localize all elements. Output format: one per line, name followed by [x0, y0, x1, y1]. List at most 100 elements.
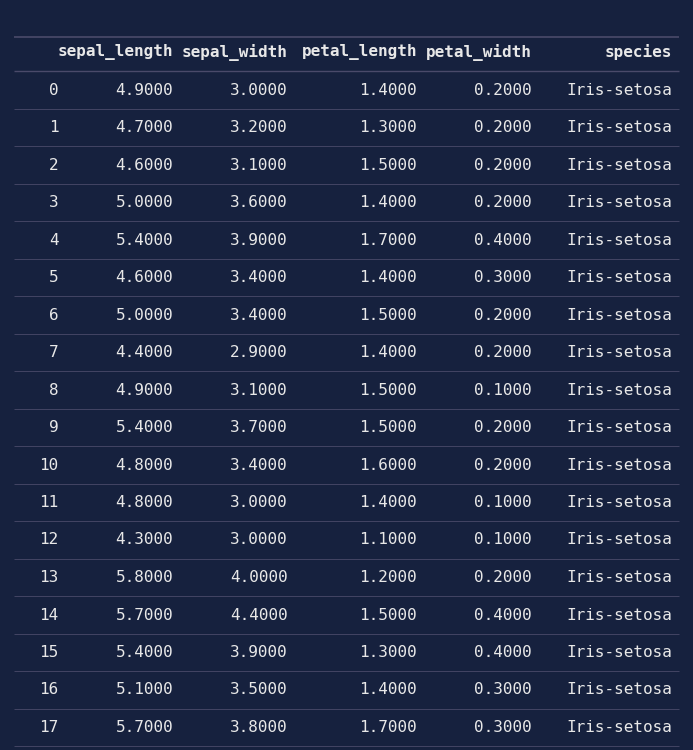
Text: Iris-setosa: Iris-setosa	[566, 232, 672, 248]
Text: 3.1000: 3.1000	[230, 158, 288, 172]
Text: species: species	[605, 44, 672, 61]
Text: 5.7000: 5.7000	[116, 720, 173, 735]
Text: Iris-setosa: Iris-setosa	[566, 270, 672, 285]
Text: sepal_length: sepal_length	[58, 44, 173, 61]
Text: 5.4000: 5.4000	[116, 232, 173, 248]
Text: 0.2000: 0.2000	[474, 120, 532, 135]
Text: 10: 10	[40, 458, 59, 472]
Text: 3.1000: 3.1000	[230, 382, 288, 398]
Text: 17: 17	[40, 720, 59, 735]
Text: 0.2000: 0.2000	[474, 158, 532, 172]
Text: Iris-setosa: Iris-setosa	[566, 158, 672, 172]
Text: 4.3000: 4.3000	[116, 532, 173, 548]
Text: 0.3000: 0.3000	[474, 682, 532, 698]
Text: 3.2000: 3.2000	[230, 120, 288, 135]
Text: petal_width: petal_width	[426, 44, 532, 61]
Text: 0: 0	[49, 82, 59, 98]
Text: 14: 14	[40, 608, 59, 622]
Text: 0.4000: 0.4000	[474, 608, 532, 622]
Text: 3.5000: 3.5000	[230, 682, 288, 698]
Text: 4.8000: 4.8000	[116, 495, 173, 510]
Text: 0.2000: 0.2000	[474, 420, 532, 435]
Text: 12: 12	[40, 532, 59, 548]
Text: 1.5000: 1.5000	[360, 158, 417, 172]
Text: 3.9000: 3.9000	[230, 645, 288, 660]
Text: Iris-setosa: Iris-setosa	[566, 532, 672, 548]
Text: Iris-setosa: Iris-setosa	[566, 382, 672, 398]
Text: 0.4000: 0.4000	[474, 232, 532, 248]
Text: 7: 7	[49, 345, 59, 360]
Text: 9: 9	[49, 420, 59, 435]
Text: Iris-setosa: Iris-setosa	[566, 495, 672, 510]
Text: 1.5000: 1.5000	[360, 382, 417, 398]
Text: 3.4000: 3.4000	[230, 270, 288, 285]
Text: 4.4000: 4.4000	[116, 345, 173, 360]
Text: 1.7000: 1.7000	[360, 232, 417, 248]
Text: 1.3000: 1.3000	[360, 645, 417, 660]
Text: Iris-setosa: Iris-setosa	[566, 682, 672, 698]
Text: 15: 15	[40, 645, 59, 660]
Text: Iris-setosa: Iris-setosa	[566, 645, 672, 660]
Text: 5.0000: 5.0000	[116, 195, 173, 210]
Text: 0.2000: 0.2000	[474, 345, 532, 360]
Text: Iris-setosa: Iris-setosa	[566, 345, 672, 360]
Text: 16: 16	[40, 682, 59, 698]
Text: Iris-setosa: Iris-setosa	[566, 608, 672, 622]
Text: 0.3000: 0.3000	[474, 270, 532, 285]
Text: 3.9000: 3.9000	[230, 232, 288, 248]
Text: Iris-setosa: Iris-setosa	[566, 82, 672, 98]
Text: 0.2000: 0.2000	[474, 308, 532, 322]
Text: 1.1000: 1.1000	[360, 532, 417, 548]
Text: 1.4000: 1.4000	[360, 345, 417, 360]
Text: 0.1000: 0.1000	[474, 495, 532, 510]
Text: 4.6000: 4.6000	[116, 270, 173, 285]
Text: Iris-setosa: Iris-setosa	[566, 570, 672, 585]
Text: 3.4000: 3.4000	[230, 308, 288, 322]
Text: Iris-setosa: Iris-setosa	[566, 420, 672, 435]
Text: 0.2000: 0.2000	[474, 458, 532, 472]
Text: 4.7000: 4.7000	[116, 120, 173, 135]
Text: 3.0000: 3.0000	[230, 495, 288, 510]
Text: 3: 3	[49, 195, 59, 210]
Text: 3.4000: 3.4000	[230, 458, 288, 472]
Text: 4.9000: 4.9000	[116, 82, 173, 98]
Text: 4.4000: 4.4000	[230, 608, 288, 622]
Text: 1.3000: 1.3000	[360, 120, 417, 135]
Text: 3.0000: 3.0000	[230, 82, 288, 98]
Text: 1.5000: 1.5000	[360, 308, 417, 322]
Text: 5: 5	[49, 270, 59, 285]
Text: sepal_width: sepal_width	[182, 44, 288, 61]
Text: 0.2000: 0.2000	[474, 82, 532, 98]
Text: 1.4000: 1.4000	[360, 270, 417, 285]
Text: 3.6000: 3.6000	[230, 195, 288, 210]
Text: 1.4000: 1.4000	[360, 682, 417, 698]
Text: 13: 13	[40, 570, 59, 585]
Text: 1.4000: 1.4000	[360, 195, 417, 210]
Text: Iris-setosa: Iris-setosa	[566, 195, 672, 210]
Text: 6: 6	[49, 308, 59, 322]
Text: 4.0000: 4.0000	[230, 570, 288, 585]
Text: 0.2000: 0.2000	[474, 570, 532, 585]
Text: 5.0000: 5.0000	[116, 308, 173, 322]
Text: 2.9000: 2.9000	[230, 345, 288, 360]
Text: Iris-setosa: Iris-setosa	[566, 458, 672, 472]
Text: 4: 4	[49, 232, 59, 248]
Text: 1.4000: 1.4000	[360, 495, 417, 510]
Text: 5.8000: 5.8000	[116, 570, 173, 585]
Text: Iris-setosa: Iris-setosa	[566, 720, 672, 735]
Text: 1.7000: 1.7000	[360, 720, 417, 735]
Text: petal_length: petal_length	[301, 44, 417, 61]
Text: 8: 8	[49, 382, 59, 398]
Text: 2: 2	[49, 158, 59, 172]
Text: 5.4000: 5.4000	[116, 645, 173, 660]
Text: 4.6000: 4.6000	[116, 158, 173, 172]
Text: 0.2000: 0.2000	[474, 195, 532, 210]
Text: Iris-setosa: Iris-setosa	[566, 308, 672, 322]
Text: 1.5000: 1.5000	[360, 608, 417, 622]
Text: 3.8000: 3.8000	[230, 720, 288, 735]
Text: 3.7000: 3.7000	[230, 420, 288, 435]
Text: 1.6000: 1.6000	[360, 458, 417, 472]
Text: 11: 11	[40, 495, 59, 510]
Text: Iris-setosa: Iris-setosa	[566, 120, 672, 135]
Text: 0.1000: 0.1000	[474, 382, 532, 398]
